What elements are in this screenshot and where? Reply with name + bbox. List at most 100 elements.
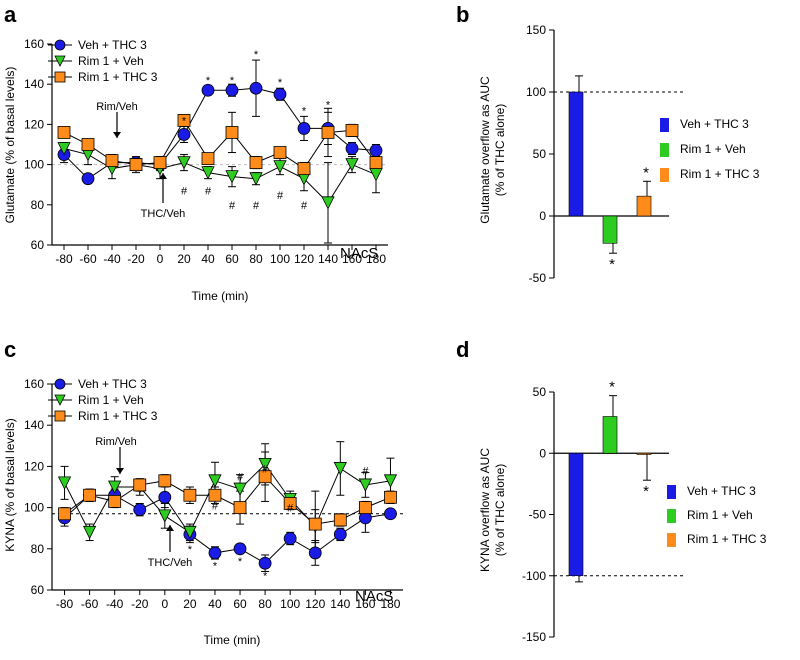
y-tick-label: 100 <box>24 501 44 515</box>
significance-star: * <box>238 556 243 568</box>
data-point <box>358 501 372 515</box>
legend-marker <box>54 39 66 51</box>
significance-star: * <box>609 379 615 396</box>
legend-d-rim1-thc3: Rim 1 + THC 3 <box>687 532 767 546</box>
data-point <box>81 138 95 151</box>
data-point <box>258 556 272 570</box>
significance-star: * <box>609 256 615 273</box>
legend-a-rim1-veh: Rim 1 + Veh <box>78 54 144 68</box>
legend-swatch <box>667 533 676 547</box>
significance-hash: # <box>301 200 308 212</box>
data-point <box>358 478 373 492</box>
data-point <box>258 470 272 484</box>
x-tick-label: -80 <box>55 252 73 266</box>
legend-b-rim1-veh: Rim 1 + Veh <box>680 142 746 156</box>
x-tick-label: 140 <box>330 597 350 611</box>
data-point <box>153 156 167 169</box>
x-tick-label: 0 <box>157 252 164 266</box>
panel-b-ylabel-line1: Glutamate overflow as AUC <box>478 76 492 224</box>
panel-a-ylabel: Glutamate (% of basal levels) <box>3 67 17 224</box>
data-point <box>273 87 287 101</box>
legend-d-veh-thc3: Veh + THC 3 <box>687 484 756 498</box>
significance-star: * <box>182 115 187 127</box>
legend-marker <box>54 410 66 422</box>
y-tick-label: -100 <box>522 569 546 583</box>
data-point <box>57 142 71 156</box>
data-point <box>58 507 71 521</box>
panel-c-region: NAcS <box>355 588 393 605</box>
significance-star: * <box>188 544 193 556</box>
y-tick-label: 50 <box>533 147 547 161</box>
x-tick-label: 20 <box>183 597 197 611</box>
panel-c-legend: Veh + THC 3 Rim 1 + Veh Rim 1 + THC 3 <box>78 377 158 423</box>
legend-b-veh-thc3: Veh + THC 3 <box>680 117 749 131</box>
x-tick-label: -60 <box>79 252 97 266</box>
annotation-arrowhead <box>159 173 167 179</box>
x-tick-label: 120 <box>305 597 325 611</box>
x-tick-label: 160 <box>342 252 362 266</box>
data-point <box>333 513 347 527</box>
significance-star: * <box>263 571 268 583</box>
panel-c-letter: c <box>4 337 16 362</box>
y-tick-label: 100 <box>526 85 546 99</box>
data-point <box>297 162 311 176</box>
significance-hash: # <box>253 200 260 212</box>
y-tick-label: 0 <box>539 446 546 460</box>
data-point <box>383 474 398 488</box>
significance-star: * <box>643 164 649 181</box>
significance-hash: # <box>362 466 369 478</box>
legend-c-rim1-veh: Rim 1 + Veh <box>78 393 144 407</box>
data-point <box>345 124 359 137</box>
data-point <box>225 83 239 97</box>
annotation-arrowhead <box>166 525 174 531</box>
data-point <box>321 126 335 139</box>
y-tick-label: 80 <box>31 542 45 556</box>
significance-star: * <box>213 560 218 572</box>
x-tick-label: -40 <box>106 597 124 611</box>
legend-swatch <box>660 143 669 157</box>
y-tick-label: 60 <box>31 238 45 252</box>
y-tick-label: -150 <box>522 630 546 644</box>
data-point <box>333 527 347 541</box>
significance-star: * <box>254 49 259 61</box>
panel-a-letter: a <box>4 2 17 27</box>
x-tick-label: 80 <box>249 252 263 266</box>
y-tick-label: 100 <box>24 158 44 172</box>
data-point <box>177 113 191 127</box>
y-tick-label: -50 <box>529 508 547 522</box>
bar-1 <box>602 416 618 454</box>
panel-a-xlabel: Time (min) <box>192 289 249 303</box>
data-point <box>273 160 287 174</box>
data-point <box>273 146 287 159</box>
significance-star: * <box>206 75 211 87</box>
x-tick-label: 100 <box>270 252 290 266</box>
legend-swatch <box>667 485 676 499</box>
legend-c-rim1-thc3: Rim 1 + THC 3 <box>78 409 158 423</box>
x-tick-label: -80 <box>56 597 74 611</box>
legend-d-rim1-veh: Rim 1 + Veh <box>687 508 753 522</box>
data-point <box>308 517 322 531</box>
data-point <box>177 128 191 141</box>
bar-2 <box>636 452 652 455</box>
data-point <box>201 152 215 165</box>
legend-a-rim1-thc3: Rim 1 + THC 3 <box>78 70 158 84</box>
legend-marker <box>54 394 66 406</box>
x-tick-label: 180 <box>380 597 400 611</box>
significance-hash: # <box>181 186 188 198</box>
data-point <box>233 542 247 556</box>
data-point <box>177 156 191 170</box>
data-point <box>384 507 397 521</box>
y-tick-label: 150 <box>526 23 546 37</box>
data-point <box>345 158 359 172</box>
significance-hash: # <box>237 472 244 484</box>
y-tick-label: -50 <box>529 271 547 285</box>
data-point <box>233 482 247 496</box>
data-point <box>333 462 347 476</box>
panel-a-plot: 60 80 100 120 140 160 -80 -60 -40 -20 0 20 40 60 80 100… <box>24 37 388 266</box>
data-point <box>208 474 222 488</box>
legend-b-rim1-thc3: Rim 1 + THC 3 <box>680 167 760 181</box>
data-point <box>133 503 147 517</box>
significance-hash: # <box>229 200 236 212</box>
significance-star: * <box>302 105 307 117</box>
panel-c: c KYNA (% of basal levels) Time (min) NA… <box>3 337 403 647</box>
